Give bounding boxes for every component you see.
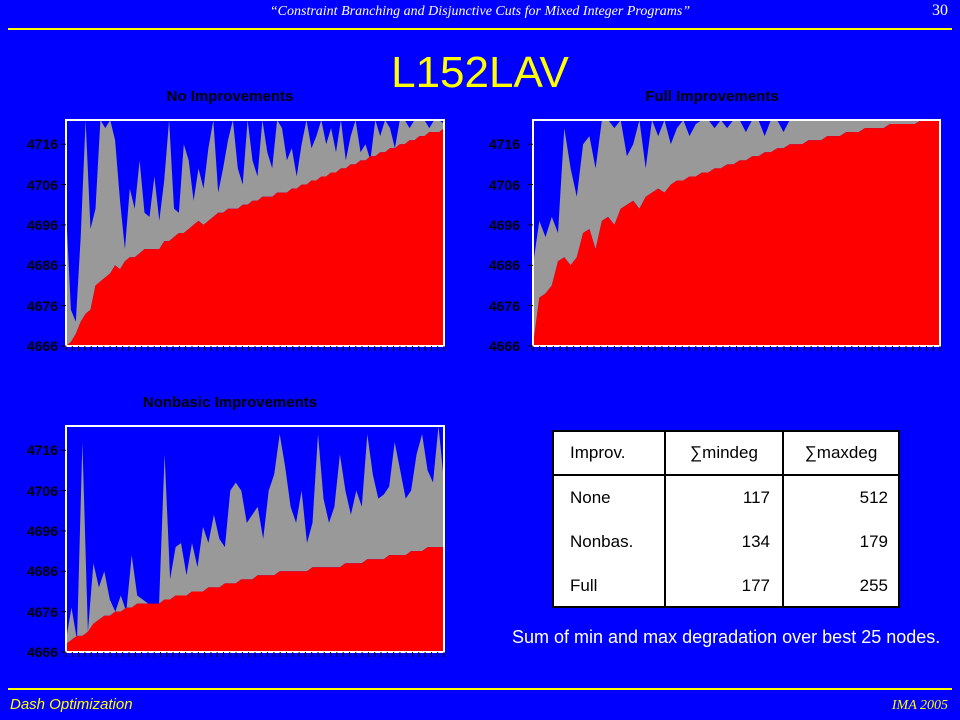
header-title: “Constraint Branching and Disjunctive Cu…: [269, 4, 691, 19]
table-cell-label: None: [570, 488, 611, 507]
table-row-divider: [554, 474, 898, 476]
table-cell-label: Full: [570, 576, 598, 595]
max-degradation-area: [66, 120, 444, 346]
y-tick-label: 4686: [488, 257, 520, 274]
y-tick-label: 4716: [488, 136, 520, 153]
y-tick-label: 4666: [26, 644, 58, 660]
table-col-divider: [664, 432, 666, 606]
table-header-maxdeg: ∑maxdeg: [804, 443, 878, 462]
y-tick-label: 4716: [26, 136, 58, 153]
y-tick-label: 4696: [488, 216, 520, 233]
y-tick-label: 4676: [26, 603, 58, 620]
slide-title: L152LAV: [391, 48, 569, 97]
header-rule: [8, 28, 952, 30]
caption: Sum of min and max degradation over best…: [512, 627, 941, 647]
table-cell-maxdeg: 179: [859, 532, 888, 551]
max-degradation-area: [533, 120, 940, 346]
min-degradation-area: [533, 120, 940, 346]
y-tick-label: 4706: [26, 482, 58, 499]
footer-right: IMA 2005: [891, 698, 948, 713]
y-tick-label: 4666: [26, 338, 58, 354]
max-degradation-area: [66, 426, 444, 644]
table-cell-mindeg: 177: [741, 576, 770, 595]
table-cell-maxdeg: 512: [859, 488, 888, 507]
y-tick-label: 4676: [488, 297, 520, 314]
plot-no-improvements: [61, 119, 445, 351]
page-number: 30: [932, 2, 948, 19]
table-col-divider: [782, 432, 784, 606]
table-cell-label: Nonbas.: [570, 532, 634, 551]
table-header-improv: Improv.: [570, 443, 626, 462]
footer-left: Dash Optimization: [10, 696, 133, 713]
chart-title-nonbasic-improvements: Nonbasic Improvements: [142, 394, 318, 411]
y-tick-label: 4706: [26, 176, 58, 193]
y-tick-label: 4706: [488, 176, 520, 193]
table-header-mindeg: ∑mindeg: [690, 443, 758, 462]
table-cell-maxdeg: 255: [859, 576, 888, 595]
table-cell-mindeg: 117: [742, 488, 770, 507]
footer-rule: [8, 688, 952, 690]
min-degradation-area: [66, 128, 444, 346]
plot-full-improvements: [528, 119, 941, 351]
y-tick-label: 4686: [26, 563, 58, 580]
y-tick-label: 4686: [26, 257, 58, 274]
degradation-table: Improv. ∑mindeg ∑maxdeg None 117 512 Non…: [552, 430, 900, 608]
chart-title-no-improvements: No Improvements: [166, 88, 294, 105]
y-tick-label: 4676: [26, 297, 58, 314]
table-cell-mindeg: 134: [741, 532, 770, 551]
y-tick-label: 4666: [488, 338, 520, 354]
y-tick-label: 4696: [26, 216, 58, 233]
plot-nonbasic-improvements: [61, 425, 445, 657]
chart-title-full-improvements: Full Improvements: [645, 88, 779, 105]
y-tick-label: 4696: [26, 522, 58, 539]
min-degradation-area: [66, 547, 444, 652]
y-tick-label: 4716: [26, 442, 58, 459]
